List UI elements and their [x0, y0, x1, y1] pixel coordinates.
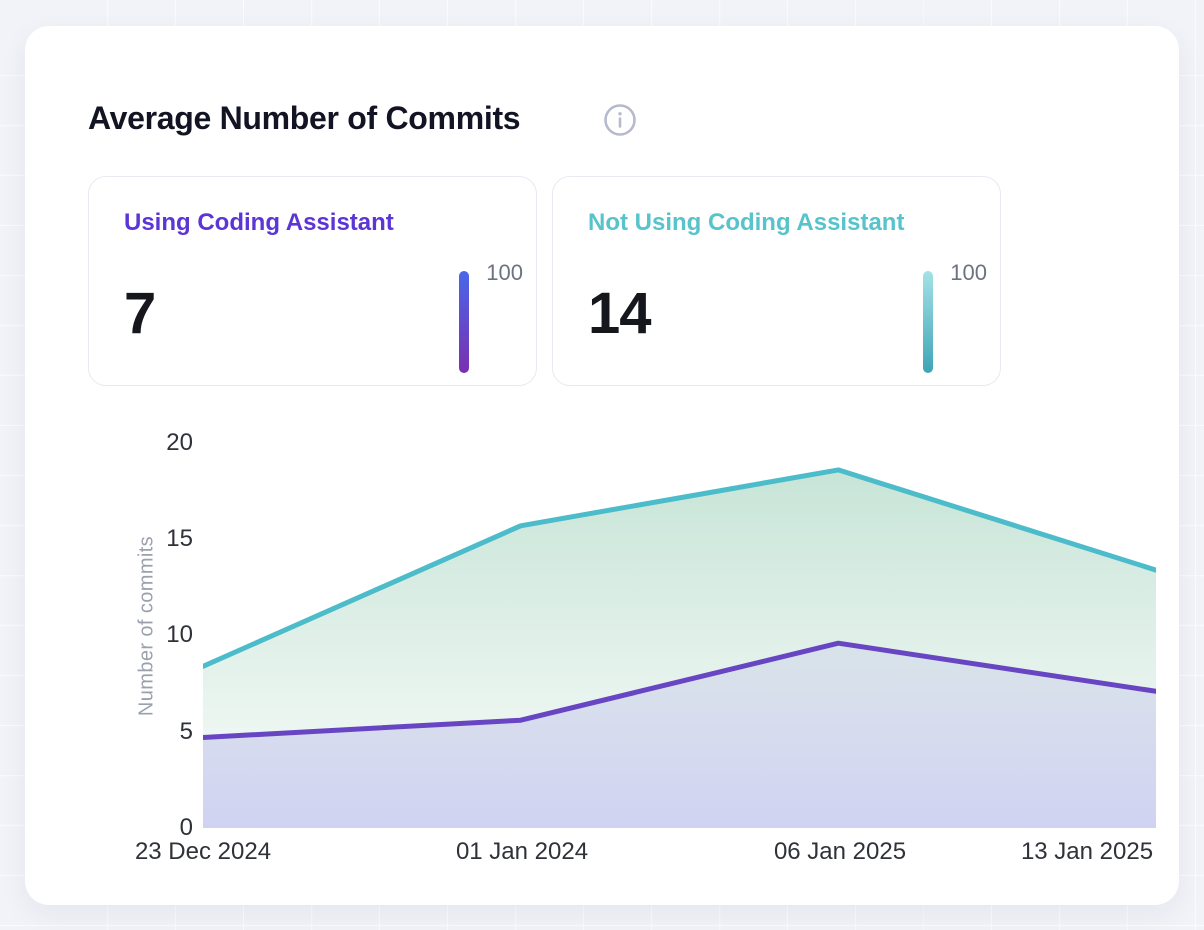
stat-scale-max: 100: [950, 260, 987, 285]
stat-label: Using Coding Assistant: [124, 209, 394, 236]
y-tick-0: 0: [179, 814, 193, 841]
y-tick-20: 20: [166, 429, 193, 456]
stat-value: 7: [124, 281, 156, 346]
series-area-1: [203, 643, 1156, 828]
stat-scale-bar: [923, 271, 933, 373]
stat-card-using-assistant: Using Coding Assistant 7 100: [88, 176, 537, 386]
stat-scale-max: 100: [486, 260, 523, 285]
page-title: Average Number of Commits: [88, 100, 521, 136]
x-tick-2: 06 Jan 2025: [773, 838, 907, 865]
stat-label: Not Using Coding Assistant: [588, 209, 905, 236]
x-tick-1: 01 Jan 2024: [455, 838, 589, 865]
y-tick-15: 15: [166, 525, 193, 552]
chart-card: Average Number of Commits Using Coding A…: [25, 26, 1179, 905]
x-tick-0: 23 Dec 2024: [134, 838, 272, 865]
y-tick-5: 5: [179, 718, 193, 745]
y-axis-title: Number of commits: [135, 535, 158, 717]
commits-area-chart: [203, 467, 1156, 828]
y-tick-10: 10: [166, 621, 193, 648]
series-line-0: [203, 467, 1156, 669]
stat-value: 14: [588, 281, 652, 346]
x-tick-3: 13 Jan 2025: [1020, 838, 1154, 865]
series-line-1: [203, 640, 1156, 740]
stat-scale-bar: [459, 271, 469, 373]
info-icon[interactable]: [603, 103, 637, 137]
stat-card-not-using-assistant: Not Using Coding Assistant 14 100: [552, 176, 1001, 386]
